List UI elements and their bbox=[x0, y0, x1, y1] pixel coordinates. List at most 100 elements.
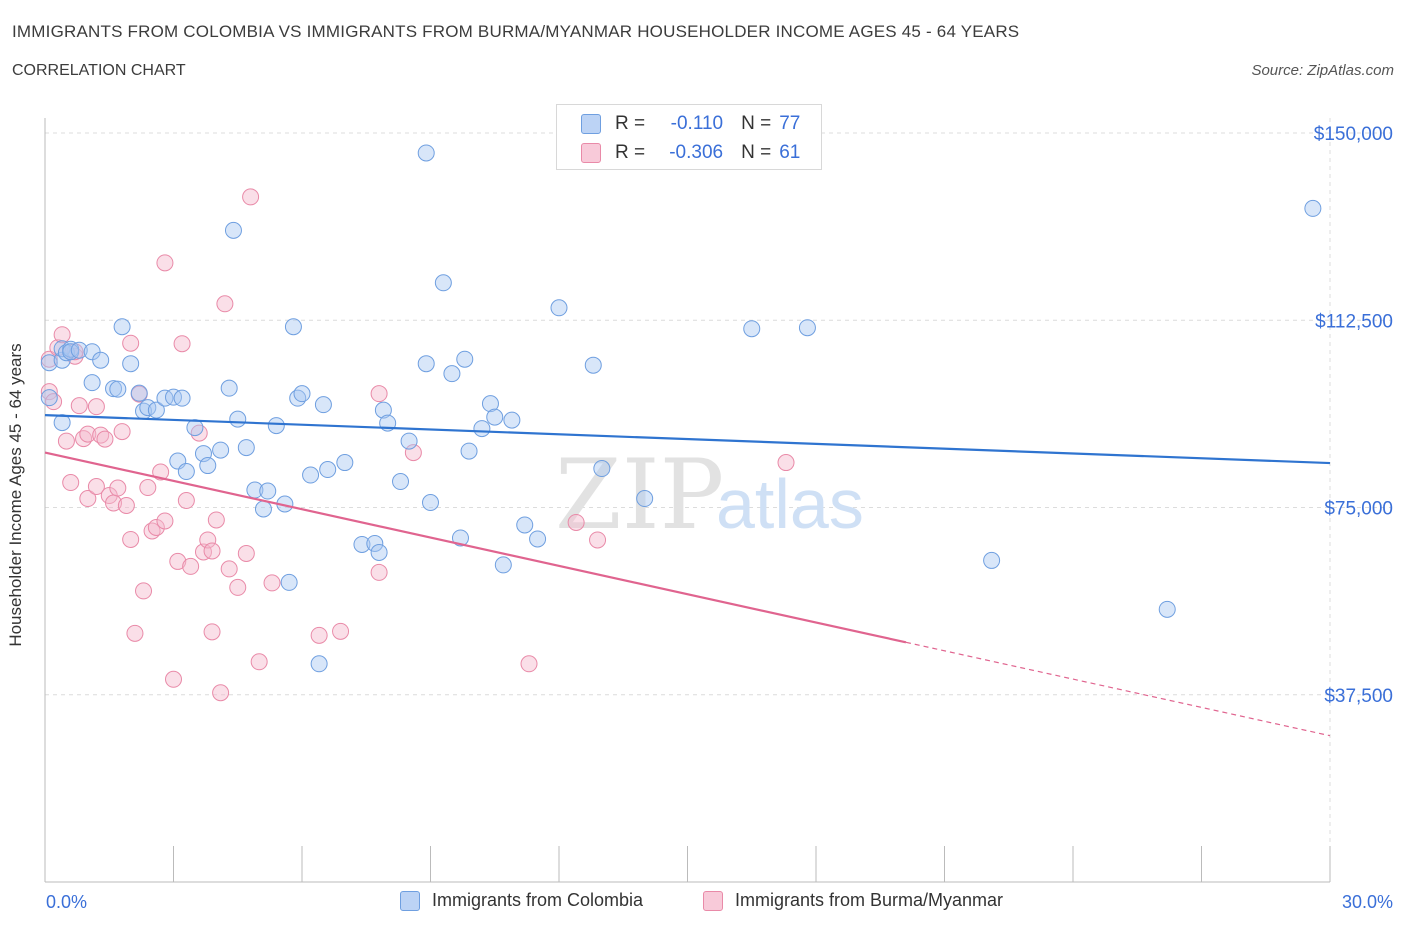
data-point-colombia bbox=[173, 389, 191, 407]
bottom-legend-label-colombia: Immigrants from Colombia bbox=[432, 890, 644, 910]
data-point-burma bbox=[404, 444, 422, 462]
trend-line-burma bbox=[44, 451, 907, 644]
y-tick-label: $37,500 bbox=[1324, 686, 1393, 707]
data-point-colombia bbox=[302, 466, 320, 484]
data-point-burma bbox=[370, 563, 388, 581]
data-point-colombia bbox=[229, 410, 247, 428]
data-point-burma bbox=[567, 513, 585, 531]
data-point-burma bbox=[122, 530, 140, 548]
data-point-colombia bbox=[83, 343, 101, 361]
data-point-colombia bbox=[92, 351, 110, 369]
data-point-burma bbox=[169, 552, 187, 570]
data-point-burma bbox=[216, 295, 234, 313]
data-point-colombia bbox=[224, 221, 242, 239]
data-point-colombia bbox=[1158, 600, 1176, 618]
data-point-burma bbox=[109, 479, 127, 497]
data-point-burma bbox=[87, 398, 105, 416]
data-point-colombia bbox=[267, 417, 285, 435]
legend-r-label: R = bbox=[615, 113, 646, 134]
data-point-colombia bbox=[40, 354, 58, 372]
data-point-burma bbox=[165, 670, 182, 688]
legend-n-value: 77 bbox=[779, 113, 801, 134]
data-point-burma bbox=[79, 490, 97, 508]
data-point-colombia bbox=[503, 411, 521, 429]
legend-row-burma: R = -0.306 N = 61 bbox=[581, 140, 800, 166]
data-point-colombia bbox=[451, 529, 469, 547]
data-point-colombia bbox=[165, 388, 182, 406]
data-point-burma bbox=[96, 430, 114, 448]
legend-r-label: R = bbox=[615, 142, 646, 163]
legend-r-value: -0.110 bbox=[670, 113, 724, 134]
data-point-burma bbox=[126, 624, 144, 642]
data-point-burma bbox=[53, 326, 71, 344]
data-point-colombia bbox=[319, 461, 337, 479]
data-point-colombia bbox=[366, 534, 384, 552]
data-point-burma bbox=[62, 474, 80, 492]
data-point-burma bbox=[139, 479, 157, 497]
data-point-colombia bbox=[529, 530, 547, 548]
data-point-burma bbox=[40, 383, 58, 401]
data-point-colombia bbox=[636, 490, 654, 508]
data-point-colombia bbox=[109, 380, 127, 398]
data-point-burma bbox=[57, 432, 75, 450]
data-point-colombia bbox=[353, 535, 371, 553]
axes bbox=[44, 118, 1331, 883]
data-point-colombia bbox=[70, 341, 88, 359]
chart-subtitle: CORRELATION CHART bbox=[12, 62, 186, 79]
legend-n-label: N = bbox=[741, 142, 772, 163]
data-point-burma bbox=[147, 518, 165, 536]
y-tick-label: $112,500 bbox=[1315, 311, 1393, 332]
data-point-colombia bbox=[113, 318, 131, 336]
watermark-zip: ZIP bbox=[555, 439, 724, 551]
data-point-burma bbox=[220, 560, 238, 578]
watermark-atlas: atlas bbox=[716, 465, 864, 543]
data-point-burma bbox=[87, 478, 105, 496]
data-point-colombia bbox=[147, 401, 165, 419]
legend-swatch-burma bbox=[581, 143, 601, 163]
data-point-burma bbox=[182, 557, 200, 575]
data-point-burma bbox=[212, 684, 230, 702]
data-point-colombia bbox=[422, 494, 439, 512]
data-point-colombia bbox=[1304, 199, 1322, 217]
data-point-colombia bbox=[486, 408, 504, 426]
data-point-colombia bbox=[280, 573, 298, 591]
data-point-colombia bbox=[481, 395, 499, 413]
data-point-colombia bbox=[336, 454, 354, 472]
series-burma-points bbox=[40, 188, 795, 702]
bottom-legend-swatch-burma bbox=[703, 890, 723, 911]
bottom-legend-burma: Immigrants from Burma/Myanmar bbox=[703, 890, 1003, 911]
data-point-burma bbox=[207, 511, 225, 529]
data-point-colombia bbox=[456, 350, 474, 368]
data-point-colombia bbox=[798, 319, 816, 337]
data-point-colombia bbox=[310, 655, 328, 673]
trend-lines bbox=[44, 414, 1331, 737]
x-tick-label-max: 30.0% bbox=[1342, 892, 1393, 912]
data-point-burma bbox=[229, 578, 247, 596]
data-point-burma bbox=[520, 655, 538, 673]
data-point-burma bbox=[177, 492, 195, 510]
data-point-burma bbox=[156, 512, 174, 530]
data-point-burma bbox=[199, 531, 217, 549]
data-point-burma bbox=[203, 542, 221, 560]
data-point-colombia bbox=[374, 401, 392, 419]
data-point-colombia bbox=[220, 379, 238, 397]
data-point-colombia bbox=[293, 385, 311, 403]
data-point-colombia bbox=[400, 432, 418, 450]
data-point-colombia bbox=[186, 419, 204, 437]
bottom-legend-colombia: Immigrants from Colombia bbox=[400, 890, 643, 911]
trend-line-colombia bbox=[44, 414, 1331, 465]
data-point-burma bbox=[370, 385, 388, 403]
source-label: Source: ZipAtlas.com bbox=[1251, 62, 1394, 79]
data-point-burma bbox=[152, 463, 170, 481]
data-point-colombia bbox=[122, 355, 140, 373]
data-point-colombia bbox=[460, 442, 478, 460]
data-point-colombia bbox=[743, 320, 761, 338]
legend-r-value: -0.306 bbox=[669, 142, 724, 163]
data-point-burma bbox=[310, 626, 328, 644]
data-point-burma bbox=[777, 454, 795, 472]
y-tick-label: $150,000 bbox=[1314, 124, 1393, 145]
data-point-colombia bbox=[284, 318, 302, 336]
data-point-colombia bbox=[105, 380, 123, 398]
data-point-burma bbox=[135, 582, 153, 600]
bottom-legend-swatch-colombia bbox=[400, 890, 420, 911]
